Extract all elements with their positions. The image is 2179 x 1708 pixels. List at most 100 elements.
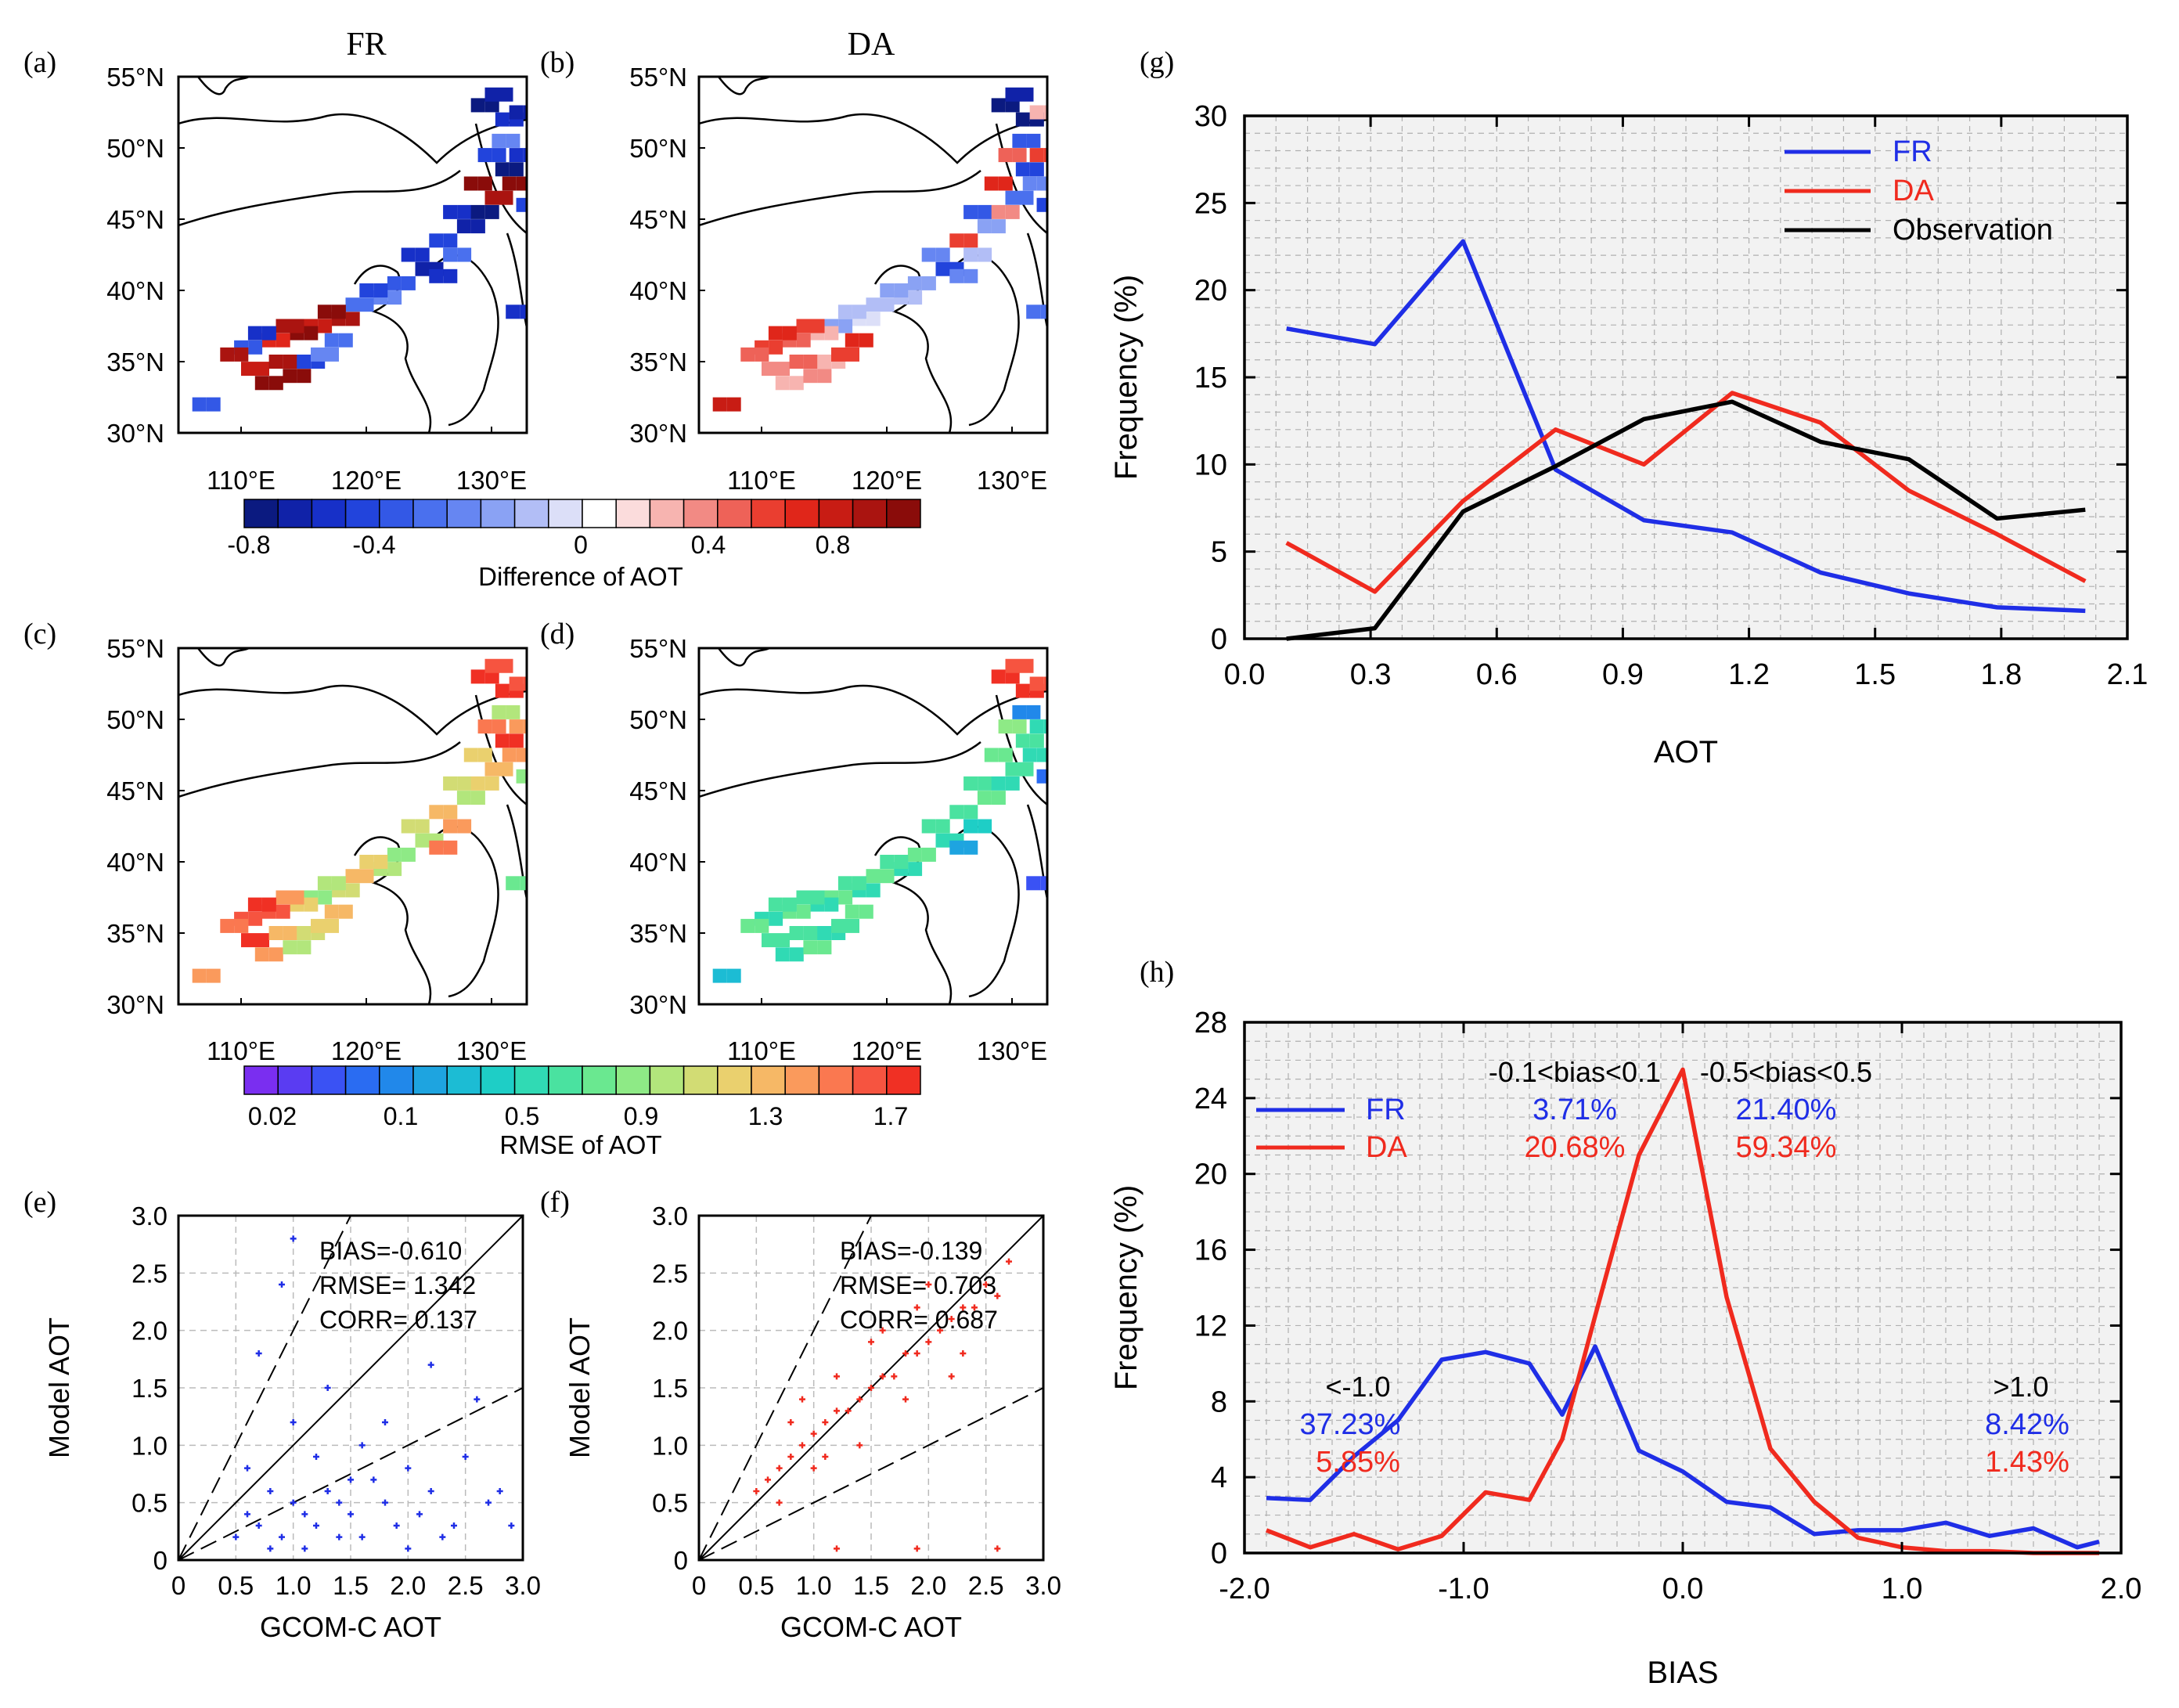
rmse-colorbar: 0.02 0.1 0.5 0.9 1.3 1.7 RMSE of AOT [243, 1065, 921, 1159]
scatter-point [787, 1454, 794, 1460]
map-grid-cell [1043, 105, 1047, 120]
colorbar-swatch [717, 1065, 752, 1095]
legend-fr-label: FR [1893, 135, 1932, 168]
map-background [699, 648, 1047, 1004]
scatter-point [427, 1361, 434, 1368]
map-grid-cell [283, 355, 297, 369]
scatter-point [267, 1545, 274, 1552]
map-grid-cell [949, 268, 964, 283]
map-grid-cell [1029, 148, 1044, 163]
map-grid-cell [261, 897, 276, 912]
map-grid-cell [470, 776, 485, 791]
map-grid-cell [1029, 719, 1044, 734]
map-grid-cell [509, 162, 524, 177]
two-to-one-line [698, 1215, 872, 1561]
rmse-tick: 0.1 [384, 1102, 418, 1130]
map-grid-cell [921, 276, 936, 290]
map-grid-cell [782, 897, 797, 912]
map-grid-cell [796, 333, 811, 348]
map-grid-cell [775, 947, 790, 962]
colorbar-swatch [379, 499, 414, 528]
map-grid-cell [443, 204, 458, 219]
map-grid-cell [817, 926, 832, 940]
map-grid-cell [859, 904, 873, 919]
map-grid-cell [1019, 658, 1034, 673]
scatter-point [913, 1545, 920, 1552]
map-grid-cell [311, 918, 325, 933]
scatter-point [765, 1476, 771, 1483]
map-grid-cell [1051, 769, 1065, 784]
map-grid-cell [1026, 133, 1041, 148]
lon-label: 120°E [331, 1036, 402, 1065]
coastline [873, 265, 953, 433]
map-grid-cell [831, 347, 845, 362]
scatter-xtick: 0.5 [218, 1571, 254, 1600]
map-grid-cell [726, 397, 741, 412]
x-tick-label: 1.0 [1882, 1573, 1923, 1605]
map-grid-cell [768, 326, 783, 341]
x-tick-label: 1.8 [1980, 658, 2022, 691]
lat-label: 45°N [629, 205, 687, 234]
scatter-ytick: 2.5 [652, 1259, 688, 1288]
scatter-point [301, 1511, 308, 1518]
map-grid-cell [712, 968, 727, 983]
colorbar-swatch [480, 499, 516, 528]
scatter-panels: (e) 0 0.5 1.0 1.5 2.0 2.5 3.0 0 0.5 1.0 1.5 2.0 2.5 3.… [23, 1186, 1061, 1643]
scatter-stat: RMSE= 1.342 [319, 1271, 476, 1299]
y-tick-label: 0 [1211, 1537, 1227, 1570]
map-frame [177, 647, 528, 1006]
map-grid-cell [345, 883, 360, 898]
coastline [506, 232, 527, 328]
scatter-xtick: 1.5 [333, 1571, 369, 1600]
map-grid-cell [852, 876, 866, 891]
scatter-point [810, 1465, 817, 1472]
map-grid-cell [484, 658, 499, 673]
colorbar-swatch [243, 499, 279, 528]
scatter-point [925, 1281, 932, 1288]
y-tick-label: 12 [1194, 1310, 1227, 1342]
scatter-point [279, 1281, 285, 1288]
colorbar-swatch [818, 1065, 854, 1095]
map-grid-cell [991, 98, 1006, 113]
map-grid-cell [963, 204, 978, 219]
x-tick-label: 0.6 [1476, 658, 1518, 691]
colorbar-swatch [615, 499, 651, 528]
x-tick-label: -1.0 [1438, 1573, 1489, 1605]
map-grid-cell [1005, 669, 1020, 684]
scatter-point [370, 1476, 377, 1483]
map-grid-cell [921, 847, 936, 862]
map-grid-cell [401, 276, 416, 290]
map-grid-cell [509, 733, 524, 748]
scatter-point [427, 1488, 434, 1494]
scatter-point [244, 1511, 250, 1518]
map-grid-cell [1005, 776, 1020, 791]
x-tick-label: 0.3 [1350, 658, 1392, 691]
map-grid-cell [1026, 704, 1041, 719]
map-grid-cell [762, 933, 776, 948]
scatter-point [902, 1396, 909, 1403]
border-line [718, 77, 770, 95]
lat-label: 35°N [629, 348, 687, 377]
scatter-xtick: 1.5 [853, 1571, 889, 1600]
colorbar-swatch [277, 1065, 313, 1095]
map-grid-cell [429, 805, 444, 820]
lat-label: 30°N [629, 990, 687, 1019]
annot-fr-mid: 21.40% [1736, 1094, 1837, 1126]
map-grid-cell [1012, 704, 1027, 719]
scatter-ylabel: Model AOT [43, 1317, 75, 1458]
panel-g-aot-frequency: (g) 0.0 0.3 0.6 0.9 1.2 1.5 1.8 2.1 0 5 10 15 20 25 30… [1109, 46, 2148, 769]
map-grid-cell [492, 704, 506, 719]
scatter-point [799, 1442, 805, 1449]
legend-da-label: DA [1893, 175, 1934, 207]
map-grid-cell [456, 791, 471, 805]
y-tick-label: 4 [1211, 1461, 1227, 1494]
y-tick-label: 10 [1194, 449, 1227, 481]
map-grid-cell [484, 87, 499, 102]
scatter-point [776, 1499, 783, 1506]
map-grid-cell [283, 940, 297, 955]
scatter-xtick: 1.0 [796, 1571, 832, 1600]
map-grid-cell [477, 148, 492, 163]
map-panel-tag: (c) [23, 618, 56, 650]
scatter-ytick: 2.0 [652, 1317, 688, 1346]
